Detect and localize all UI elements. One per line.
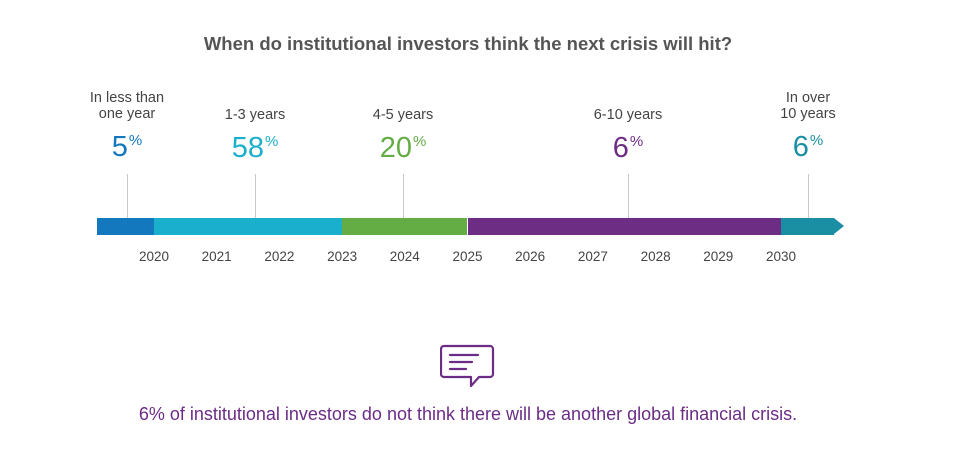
timeline-segment: [467, 218, 781, 235]
percent-value: 6: [792, 131, 809, 163]
year-tick-label: 2021: [201, 249, 232, 264]
leader-line: [628, 174, 629, 218]
timeline-segment: [342, 218, 468, 235]
timeline-segment: [154, 218, 343, 235]
category-label: 10 years: [780, 106, 836, 122]
timeline-segment: [781, 218, 834, 235]
category-annotation: In less than one year 5%: [62, 90, 192, 162]
timeline-segment: [97, 218, 154, 235]
percent-value: 6: [612, 132, 629, 164]
category-label: In over: [785, 90, 831, 106]
category-label: one year: [98, 106, 156, 122]
chat-note-icon: [440, 344, 495, 388]
category-percent: 58%: [190, 127, 320, 163]
percent-sign: %: [809, 132, 824, 149]
year-tick-label: 2028: [640, 249, 671, 264]
year-tick-label: 2030: [765, 249, 797, 264]
year-tick-label: 2029: [703, 249, 734, 264]
leader-line: [255, 174, 256, 218]
category-percent: 5%: [62, 126, 192, 162]
year-tick-label: 2022: [264, 249, 295, 264]
category-percent: 20%: [338, 127, 468, 163]
year-tick-label: 2023: [327, 249, 358, 264]
category-label: In less than: [89, 90, 165, 106]
chart-title: When do institutional investors think th…: [203, 33, 733, 54]
percent-value: 5: [111, 131, 128, 163]
category-label: 4-5 years: [372, 107, 434, 123]
category-percent: 6%: [563, 127, 693, 163]
leader-line: [403, 174, 404, 218]
timeline-arrowhead: [834, 218, 844, 234]
category-percent: 6%: [743, 126, 873, 162]
percent-sign: %: [128, 132, 143, 149]
category-label: 1-3 years: [224, 107, 286, 123]
year-tick-label: 2024: [389, 249, 420, 264]
leader-line: [808, 174, 809, 218]
year-tick-label: 2027: [577, 249, 608, 264]
year-tick-label: 2025: [452, 249, 483, 264]
category-annotation: In over 10 years 6%: [743, 90, 873, 162]
category-annotation: 1-3 years 58%: [190, 107, 320, 163]
percent-sign: %: [629, 133, 644, 150]
category-label: 6-10 years: [593, 107, 663, 123]
leader-line: [127, 174, 128, 218]
percent-value: 20: [379, 132, 412, 164]
category-annotation: 6-10 years 6%: [563, 107, 693, 163]
percent-value: 58: [231, 132, 264, 164]
percent-sign: %: [412, 133, 427, 150]
category-annotation: 4-5 years 20%: [338, 107, 468, 163]
percent-sign: %: [264, 133, 279, 150]
year-tick-label: 2026: [515, 249, 546, 264]
footnote: 6% of institutional investors do not thi…: [138, 404, 798, 424]
year-tick-label: 2020: [138, 249, 170, 264]
